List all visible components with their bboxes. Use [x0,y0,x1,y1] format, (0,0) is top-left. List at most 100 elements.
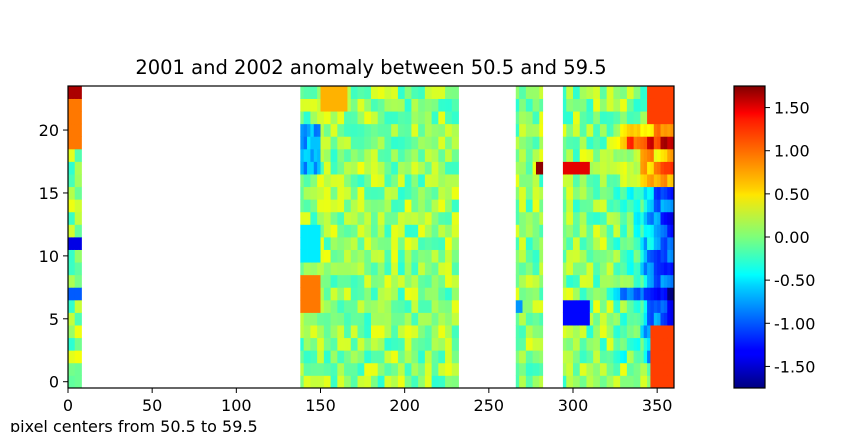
heatmap-cell [333,161,338,175]
heatmap-cell [78,237,82,250]
heatmap-cell [647,337,651,351]
heatmap-cell [566,337,571,351]
heatmap-cell [525,136,530,150]
heatmap-cell [340,123,345,137]
heatmap-cell [350,136,355,150]
heatmap-cell [330,148,335,162]
heatmap-cell [333,123,338,137]
heatmap-cell [404,174,409,188]
heatmap-cell [431,98,436,112]
heatmap-cell [448,136,453,150]
heatmap-cell [323,337,328,351]
heatmap-cell [539,161,544,175]
heatmap-cell [599,312,604,326]
heatmap-cell [391,111,395,125]
heatmap-cell [657,287,661,301]
heatmap-cell [307,123,311,137]
heatmap-cell [360,312,365,326]
heatmap-cell [451,136,456,150]
heatmap-cell [616,274,621,288]
heatmap-cell [347,249,352,263]
heatmap-cell [640,274,645,288]
heatmap-cell [374,161,379,175]
heatmap-cell [445,174,449,188]
heatmap-cell [320,111,325,125]
heatmap-cell [586,199,591,213]
heatmap-cell [448,199,453,213]
heatmap-cell [670,211,675,225]
heatmap-cell [377,148,382,162]
heatmap-cell [623,274,628,288]
heatmap-cell [633,325,638,339]
heatmap-cell [606,161,611,175]
heatmap-cell [445,262,449,276]
heatmap-cell [381,325,385,339]
heatmap-cell [535,211,540,225]
heatmap-cell [408,148,412,162]
heatmap-cell [431,337,436,351]
heatmap-cell [616,312,621,326]
heatmap-cell [340,86,345,99]
heatmap-cell [78,123,82,137]
heatmap-cell [364,287,369,301]
heatmap-cell [408,224,412,238]
heatmap-cell [455,362,459,376]
heatmap-cell [532,237,537,250]
heatmap-cell [623,325,628,339]
heatmap-cell [650,362,655,376]
heatmap-cell [650,224,655,238]
colorbar-ticks: -1.50-1.00-0.500.000.501.001.50 [765,99,815,376]
heatmap-cell [616,375,621,389]
heatmap-cell [411,199,416,213]
heatmap-cell [357,274,362,288]
heatmap-cell [448,86,453,99]
heatmap-cell [360,186,365,200]
heatmap-cell [320,337,325,351]
heatmap-cell [350,362,355,376]
heatmap-cell [596,362,601,376]
heatmap-cell [579,148,584,162]
heatmap-cell [364,249,369,263]
heatmap-cell [404,237,409,250]
heatmap-cell [670,136,675,150]
heatmap-cell [428,287,432,301]
heatmap-cell [519,337,523,351]
heatmap-cell [418,224,422,238]
heatmap-cell [313,249,318,263]
heatmap-cell [71,174,76,188]
heatmap-cell [657,111,661,125]
heatmap-cell [408,123,412,137]
heatmap-cell [357,123,362,137]
heatmap-cell [626,287,631,301]
heatmap-cell [384,136,389,150]
heatmap-cell [428,123,432,137]
heatmap-cell [606,111,611,125]
heatmap-cell [519,111,523,125]
heatmap-cell [310,249,315,263]
heatmap-cell [317,211,321,225]
heatmap-cell [613,148,618,162]
heatmap-cell [603,123,608,137]
heatmap-cell [566,237,571,250]
heatmap-cell [78,186,82,200]
heatmap-cell [323,86,328,99]
heatmap-cell [455,136,459,150]
heatmap-cell [626,224,631,238]
heatmap-cell [593,148,597,162]
heatmap-cell [431,86,436,99]
heatmap-cell [367,174,372,188]
heatmap-cell [633,237,638,250]
heatmap-cell [424,325,429,339]
heatmap-cell [445,161,449,175]
heatmap-cell [333,274,338,288]
heatmap-cell [667,312,672,326]
heatmap-cell [576,299,581,313]
heatmap-cell [515,337,520,351]
heatmap-cell [579,287,584,301]
heatmap-cell [663,211,668,225]
heatmap-cell [431,287,436,301]
heatmap-cell [381,249,385,263]
heatmap-cell [371,325,375,339]
heatmap-cell [360,123,365,137]
heatmap-cell [569,174,574,188]
